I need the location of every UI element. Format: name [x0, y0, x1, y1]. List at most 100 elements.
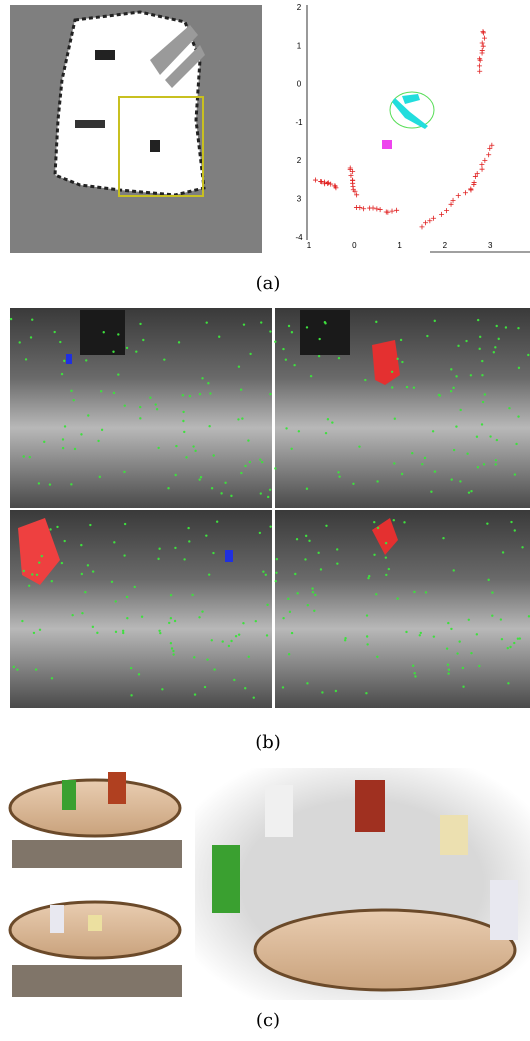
feature-point — [133, 585, 136, 589]
feature-point — [91, 570, 95, 573]
feature-point — [459, 480, 462, 483]
feature-point — [87, 414, 90, 417]
feature-point — [461, 666, 465, 670]
feature-point — [122, 631, 125, 635]
feature-point — [100, 428, 104, 432]
cross — [347, 166, 353, 172]
feature-point — [392, 518, 395, 522]
feature-point — [475, 633, 479, 636]
feature-point — [358, 445, 361, 448]
feature-point — [12, 665, 15, 669]
feature-point — [364, 378, 367, 382]
cross — [474, 171, 480, 177]
feature-point — [96, 631, 99, 635]
feature-point — [287, 653, 291, 656]
feature-point — [210, 639, 213, 642]
feature-point — [63, 359, 66, 363]
cross — [319, 179, 325, 185]
feature-point — [91, 625, 95, 629]
feature-point — [433, 470, 437, 473]
feature-point — [290, 331, 294, 334]
feature-point — [517, 366, 521, 370]
feature-point — [172, 653, 175, 656]
feature-point — [403, 521, 406, 524]
feature-point — [53, 330, 56, 334]
feature-point — [234, 635, 238, 638]
feature-point — [373, 553, 376, 557]
feature-point — [48, 483, 52, 486]
cross — [352, 188, 358, 194]
feature-point — [393, 417, 397, 420]
feature-point — [80, 543, 83, 547]
feature-point — [293, 363, 296, 367]
feature-point — [207, 382, 210, 385]
feature-point — [201, 377, 204, 380]
feature-point — [161, 688, 164, 691]
feature-point — [258, 531, 262, 535]
feature-point — [50, 580, 54, 583]
y-tick-label: -1 — [295, 118, 303, 127]
feature-point — [149, 396, 152, 399]
feature-point — [123, 522, 127, 526]
feature-point — [244, 464, 247, 468]
feature-point — [304, 558, 307, 561]
cross — [476, 63, 482, 69]
feature-point — [375, 593, 378, 596]
feature-point — [49, 528, 52, 531]
cross — [482, 157, 488, 163]
feature-point — [421, 462, 424, 466]
feature-point — [269, 330, 272, 333]
cross — [448, 201, 454, 207]
feature-point — [282, 616, 285, 620]
feature-point — [467, 618, 470, 621]
feature-point — [254, 619, 258, 623]
feature-point — [445, 647, 449, 650]
feature-point — [259, 492, 262, 495]
feature-point — [182, 419, 185, 423]
feature-point — [305, 326, 309, 329]
feature-point — [117, 373, 120, 376]
occupancy-map — [10, 5, 262, 253]
feature-point — [242, 323, 246, 326]
feature-point — [489, 435, 492, 438]
feature-point — [38, 561, 41, 564]
feature-point — [173, 619, 177, 623]
feature-point — [467, 491, 471, 494]
feature-points — [9, 317, 530, 699]
feature-point — [84, 590, 87, 594]
feature-point — [18, 341, 21, 344]
feature-point — [240, 471, 243, 475]
feature-point — [158, 629, 161, 632]
feature-point — [274, 467, 277, 470]
feature-point — [60, 372, 64, 376]
x-tick-label: 0 — [352, 241, 357, 250]
feature-point — [135, 350, 138, 353]
feature-point — [486, 522, 489, 525]
cross — [479, 166, 485, 172]
cross — [374, 206, 380, 212]
y-tick-label: 2 — [297, 3, 302, 12]
feature-point — [27, 584, 31, 587]
feature-point — [455, 375, 458, 378]
feature-point — [31, 318, 34, 321]
feature-point — [423, 456, 427, 460]
feature-point — [86, 564, 90, 567]
feature-point — [478, 664, 481, 668]
feature-point — [390, 370, 394, 373]
x-tick-label: 1 — [307, 241, 312, 250]
y-tick-label: 0 — [297, 80, 302, 89]
feature-point — [32, 631, 36, 635]
feature-point — [288, 610, 292, 614]
feature-point — [97, 439, 100, 443]
feature-point — [114, 600, 117, 603]
feature-point — [480, 423, 484, 426]
feature-point — [140, 615, 144, 618]
feature-point — [174, 473, 177, 477]
feature-point — [513, 473, 517, 476]
feature-point — [308, 539, 311, 543]
feature-point — [352, 482, 355, 485]
cross — [394, 207, 400, 213]
feature-point — [139, 405, 142, 409]
feature-point — [193, 693, 197, 696]
feature-point — [139, 322, 142, 326]
